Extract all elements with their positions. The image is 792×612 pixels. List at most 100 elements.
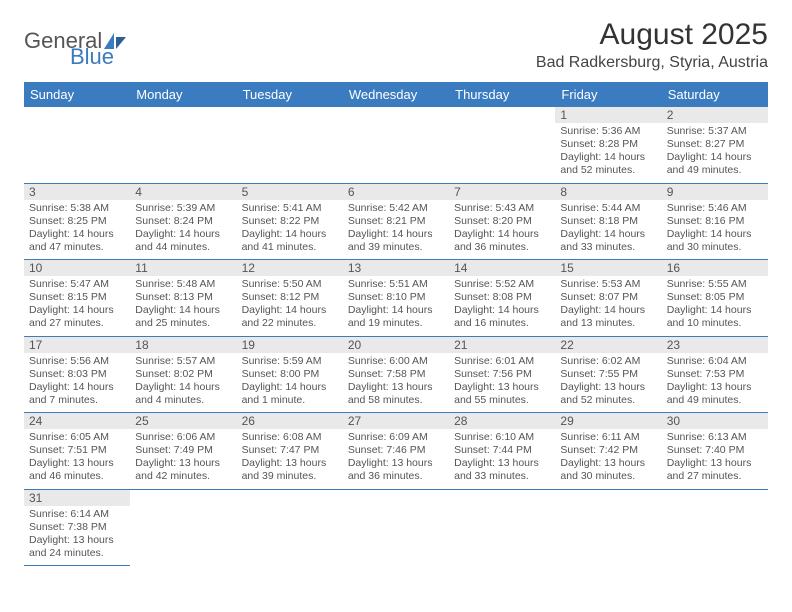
calendar-day-cell: 10Sunrise: 5:47 AMSunset: 8:15 PMDayligh… — [24, 260, 130, 337]
daylight-text: Daylight: 14 hours — [348, 228, 444, 241]
sunrise-text: Sunrise: 5:51 AM — [348, 278, 444, 291]
day-number: 13 — [343, 260, 449, 276]
day-number: 30 — [662, 413, 768, 429]
daylight-text: Daylight: 14 hours — [667, 228, 763, 241]
day-number: 12 — [237, 260, 343, 276]
day-number: 23 — [662, 337, 768, 353]
sunset-text: Sunset: 7:38 PM — [29, 521, 125, 534]
calendar-day-cell: 19Sunrise: 5:59 AMSunset: 8:00 PMDayligh… — [237, 336, 343, 413]
day-number: 31 — [24, 490, 130, 506]
sunset-text: Sunset: 7:55 PM — [560, 368, 656, 381]
day-number: 7 — [449, 184, 555, 200]
daylight-text: Daylight: 14 hours — [242, 228, 338, 241]
daylight-text: and 19 minutes. — [348, 317, 444, 330]
sunrise-text: Sunrise: 5:50 AM — [242, 278, 338, 291]
calendar-day-cell: 3Sunrise: 5:38 AMSunset: 8:25 PMDaylight… — [24, 183, 130, 260]
daylight-text: Daylight: 14 hours — [135, 381, 231, 394]
sunrise-text: Sunrise: 5:38 AM — [29, 202, 125, 215]
calendar-header-row: SundayMondayTuesdayWednesdayThursdayFrid… — [24, 82, 768, 107]
calendar-day-cell: 11Sunrise: 5:48 AMSunset: 8:13 PMDayligh… — [130, 260, 236, 337]
logo-text-blue: Blue — [70, 44, 114, 70]
daylight-text: and 49 minutes. — [667, 394, 763, 407]
sunrise-text: Sunrise: 5:53 AM — [560, 278, 656, 291]
daylight-text: Daylight: 14 hours — [560, 228, 656, 241]
sunset-text: Sunset: 8:10 PM — [348, 291, 444, 304]
calendar-day-cell: 18Sunrise: 5:57 AMSunset: 8:02 PMDayligh… — [130, 336, 236, 413]
sunrise-text: Sunrise: 5:48 AM — [135, 278, 231, 291]
day-number: 26 — [237, 413, 343, 429]
sunrise-text: Sunrise: 5:56 AM — [29, 355, 125, 368]
daylight-text: and 36 minutes. — [454, 241, 550, 254]
daylight-text: Daylight: 13 hours — [454, 381, 550, 394]
sunset-text: Sunset: 8:03 PM — [29, 368, 125, 381]
daylight-text: Daylight: 13 hours — [135, 457, 231, 470]
daylight-text: Daylight: 14 hours — [29, 228, 125, 241]
page-subtitle: Bad Radkersburg, Styria, Austria — [536, 54, 768, 72]
sunset-text: Sunset: 8:20 PM — [454, 215, 550, 228]
day-number: 10 — [24, 260, 130, 276]
daylight-text: Daylight: 14 hours — [242, 381, 338, 394]
day-number: 4 — [130, 184, 236, 200]
calendar-week-row: 17Sunrise: 5:56 AMSunset: 8:03 PMDayligh… — [24, 336, 768, 413]
calendar-column-header: Friday — [555, 82, 661, 107]
sunrise-text: Sunrise: 5:39 AM — [135, 202, 231, 215]
sunrise-text: Sunrise: 5:46 AM — [667, 202, 763, 215]
calendar-day-cell: 29Sunrise: 6:11 AMSunset: 7:42 PMDayligh… — [555, 413, 661, 490]
calendar-empty-cell — [130, 489, 236, 566]
day-number: 16 — [662, 260, 768, 276]
day-number: 22 — [555, 337, 661, 353]
sunset-text: Sunset: 8:08 PM — [454, 291, 550, 304]
sunrise-text: Sunrise: 6:09 AM — [348, 431, 444, 444]
day-number: 3 — [24, 184, 130, 200]
daylight-text: and 25 minutes. — [135, 317, 231, 330]
day-number: 20 — [343, 337, 449, 353]
calendar-day-cell: 31Sunrise: 6:14 AMSunset: 7:38 PMDayligh… — [24, 489, 130, 566]
daylight-text: Daylight: 14 hours — [135, 228, 231, 241]
calendar-empty-cell — [343, 107, 449, 183]
daylight-text: Daylight: 14 hours — [454, 304, 550, 317]
sunset-text: Sunset: 8:13 PM — [135, 291, 231, 304]
daylight-text: and 10 minutes. — [667, 317, 763, 330]
calendar-column-header: Sunday — [24, 82, 130, 107]
daylight-text: and 30 minutes. — [560, 470, 656, 483]
calendar-day-cell: 7Sunrise: 5:43 AMSunset: 8:20 PMDaylight… — [449, 183, 555, 260]
daylight-text: and 36 minutes. — [348, 470, 444, 483]
daylight-text: Daylight: 13 hours — [560, 381, 656, 394]
daylight-text: Daylight: 14 hours — [242, 304, 338, 317]
calendar-day-cell: 13Sunrise: 5:51 AMSunset: 8:10 PMDayligh… — [343, 260, 449, 337]
calendar-empty-cell — [662, 489, 768, 566]
sunset-text: Sunset: 7:53 PM — [667, 368, 763, 381]
day-number: 11 — [130, 260, 236, 276]
daylight-text: and 41 minutes. — [242, 241, 338, 254]
calendar-empty-cell — [449, 489, 555, 566]
calendar-empty-cell — [555, 489, 661, 566]
daylight-text: and 30 minutes. — [667, 241, 763, 254]
sunset-text: Sunset: 7:58 PM — [348, 368, 444, 381]
calendar-day-cell: 16Sunrise: 5:55 AMSunset: 8:05 PMDayligh… — [662, 260, 768, 337]
sunset-text: Sunset: 8:21 PM — [348, 215, 444, 228]
sunrise-text: Sunrise: 6:13 AM — [667, 431, 763, 444]
sunset-text: Sunset: 7:47 PM — [242, 444, 338, 457]
title-block: August 2025 Bad Radkersburg, Styria, Aus… — [536, 18, 768, 72]
sunset-text: Sunset: 8:16 PM — [667, 215, 763, 228]
day-number: 6 — [343, 184, 449, 200]
day-number: 29 — [555, 413, 661, 429]
calendar-day-cell: 25Sunrise: 6:06 AMSunset: 7:49 PMDayligh… — [130, 413, 236, 490]
daylight-text: Daylight: 14 hours — [29, 381, 125, 394]
sunset-text: Sunset: 7:56 PM — [454, 368, 550, 381]
daylight-text: and 7 minutes. — [29, 394, 125, 407]
sunset-text: Sunset: 8:05 PM — [667, 291, 763, 304]
daylight-text: and 33 minutes. — [560, 241, 656, 254]
calendar-column-header: Tuesday — [237, 82, 343, 107]
day-number: 19 — [237, 337, 343, 353]
daylight-text: and 13 minutes. — [560, 317, 656, 330]
calendar-day-cell: 22 Sunrise: 6:02 AMSunset: 7:55 PMDayligh… — [555, 336, 661, 413]
calendar-day-cell: 28Sunrise: 6:10 AMSunset: 7:44 PMDayligh… — [449, 413, 555, 490]
sunset-text: Sunset: 8:07 PM — [560, 291, 656, 304]
sunrise-text: Sunrise: 6:08 AM — [242, 431, 338, 444]
calendar-week-row: 24Sunrise: 6:05 AMSunset: 7:51 PMDayligh… — [24, 413, 768, 490]
sunrise-text: Sunrise: 6:06 AM — [135, 431, 231, 444]
sunrise-text: Sunrise: 6:02 AM — [560, 355, 656, 368]
daylight-text: and 55 minutes. — [454, 394, 550, 407]
day-number: 9 — [662, 184, 768, 200]
